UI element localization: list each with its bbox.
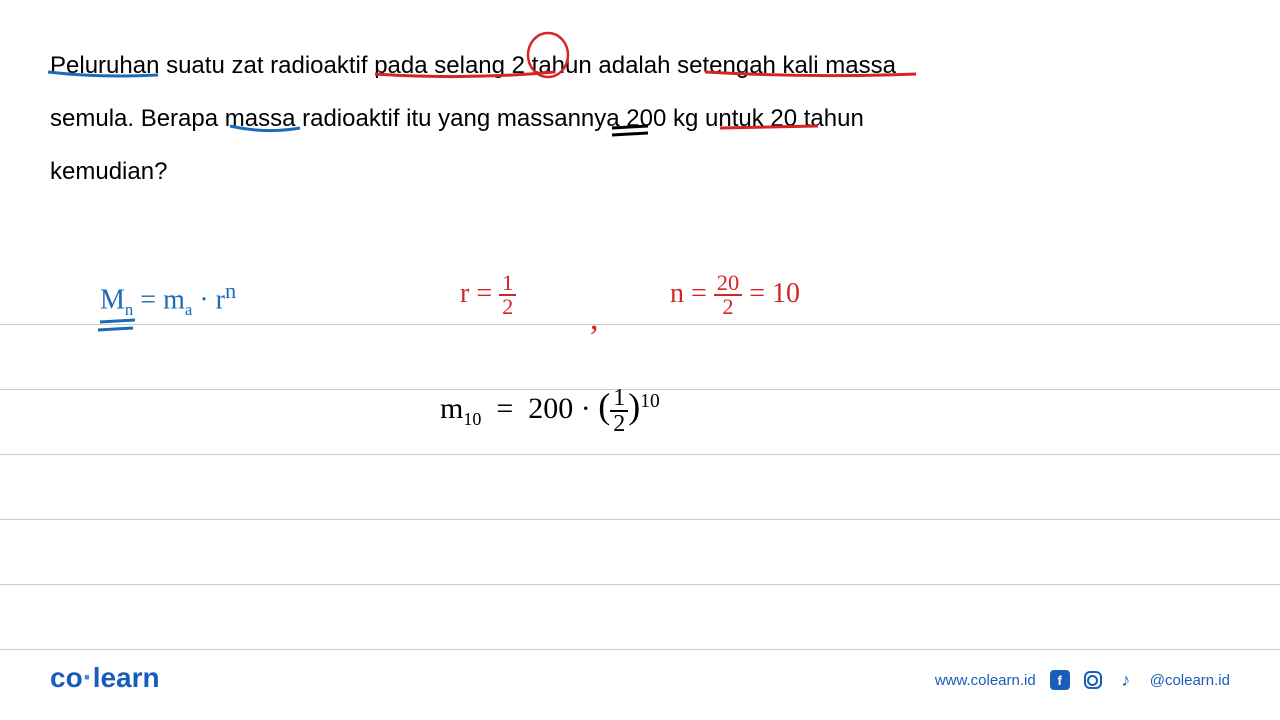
- brand-co: co: [50, 662, 83, 693]
- n-den: 2: [714, 296, 742, 318]
- r-num: 1: [499, 272, 516, 296]
- n-num: 20: [714, 272, 742, 296]
- problem-line-1: Peluruhan suatu zat radioaktif pada sela…: [50, 40, 1230, 93]
- brand-dot: ·: [83, 661, 93, 694]
- problem-line-2: semula. Berapa massa radioaktif itu yang…: [50, 93, 1230, 146]
- n-result: = 10: [749, 278, 800, 309]
- website-link[interactable]: www.colearn.id: [935, 672, 1036, 689]
- problem-line-3: kemudian?: [50, 146, 1230, 199]
- m10-sub: 10: [463, 409, 481, 429]
- formula-m10: m10 = 200 · (12)10: [440, 385, 660, 436]
- m10-num: 1: [610, 386, 628, 412]
- problem-text: Peluruhan suatu zat radioaktif pada sela…: [50, 40, 1230, 198]
- formula-r: r = 12: [460, 272, 516, 319]
- brand-learn: learn: [93, 662, 160, 693]
- r-den: 2: [499, 296, 516, 318]
- m10-exp: 10: [640, 391, 660, 412]
- footer-right: www.colearn.id f ♪ @colearn.id: [935, 670, 1230, 690]
- formula-n: n = 202 = 10: [670, 272, 800, 319]
- tiktok-icon[interactable]: ♪: [1116, 670, 1136, 690]
- comma-separator: ,: [590, 300, 599, 338]
- facebook-icon[interactable]: f: [1050, 670, 1070, 690]
- formula-mn: Mn = ma · rn: [100, 278, 236, 320]
- brand-logo: co·learn: [50, 661, 160, 695]
- m10-den: 2: [610, 412, 628, 436]
- instagram-icon[interactable]: [1084, 671, 1102, 689]
- social-handle: @colearn.id: [1150, 672, 1230, 689]
